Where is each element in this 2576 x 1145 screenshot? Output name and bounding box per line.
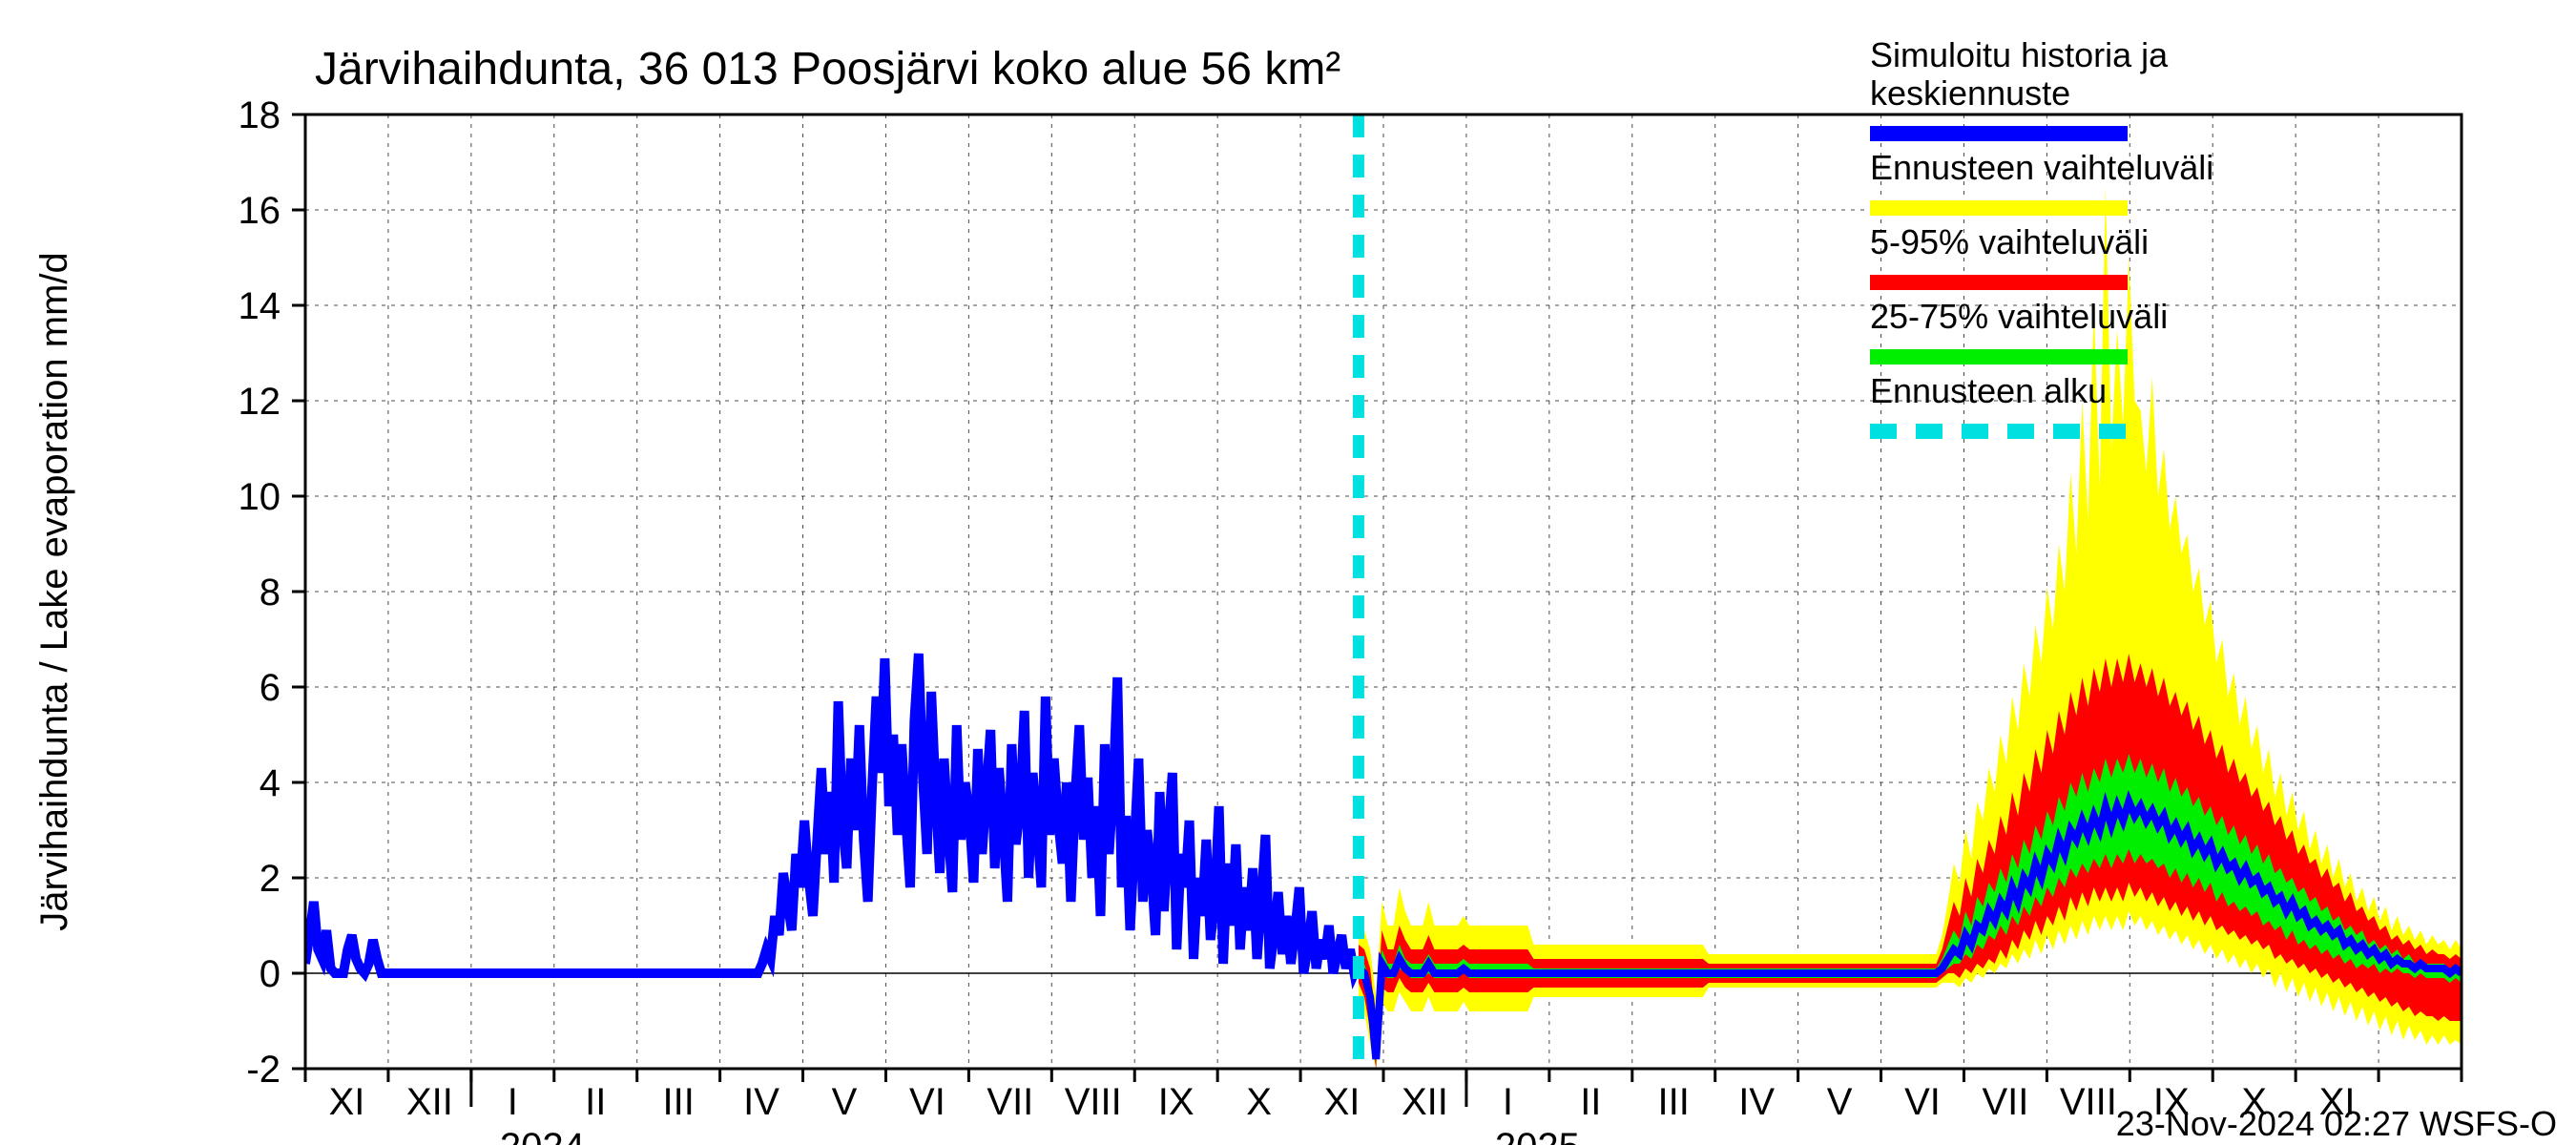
svg-text:6: 6 [260, 667, 280, 709]
svg-text:Simuloitu historia ja: Simuloitu historia ja [1870, 35, 2169, 74]
svg-text:I: I [1503, 1081, 1513, 1123]
svg-text:II: II [1580, 1081, 1601, 1123]
svg-text:V: V [1827, 1081, 1853, 1123]
svg-text:III: III [662, 1081, 694, 1123]
svg-text:XII: XII [1402, 1081, 1448, 1123]
svg-text:keskiennuste: keskiennuste [1870, 73, 2070, 113]
svg-text:VII: VII [987, 1081, 1033, 1123]
svg-text:18: 18 [239, 94, 281, 136]
svg-text:XII: XII [406, 1081, 453, 1123]
svg-text:VIII: VIII [1065, 1081, 1122, 1123]
chart-title: Järvihaihdunta, 36 013 Poosjärvi koko al… [315, 44, 1340, 94]
svg-text:5-95% vaihteluväli: 5-95% vaihteluväli [1870, 222, 2149, 261]
svg-text:2025: 2025 [1495, 1126, 1580, 1145]
y-axis-label: Järvihaihdunta / Lake evaporation mm/d [33, 252, 75, 931]
svg-text:2: 2 [260, 858, 280, 900]
svg-text:III: III [1658, 1081, 1690, 1123]
svg-text:2024: 2024 [500, 1126, 585, 1145]
svg-text:4: 4 [260, 762, 280, 804]
svg-text:I: I [508, 1081, 518, 1123]
svg-text:IV: IV [1738, 1081, 1775, 1123]
footer-text: 23-Nov-2024 02:27 WSFS-O [2116, 1104, 2557, 1143]
svg-text:-2: -2 [246, 1049, 280, 1091]
svg-text:0: 0 [260, 953, 280, 995]
chart-svg: -2024681012141618XIXIIIIIIIIIVVVIVIIVIII… [0, 0, 2576, 1145]
svg-text:XI: XI [329, 1081, 365, 1123]
svg-text:VIII: VIII [2060, 1081, 2117, 1123]
svg-text:X: X [1246, 1081, 1272, 1123]
svg-text:25-75% vaihteluväli: 25-75% vaihteluväli [1870, 297, 2168, 336]
svg-text:II: II [585, 1081, 606, 1123]
svg-text:8: 8 [260, 572, 280, 614]
svg-text:XI: XI [1324, 1081, 1361, 1123]
svg-text:16: 16 [239, 190, 281, 232]
svg-text:12: 12 [239, 381, 281, 423]
svg-text:Ennusteen alku: Ennusteen alku [1870, 371, 2107, 410]
svg-text:VI: VI [1904, 1081, 1941, 1123]
svg-text:VII: VII [1982, 1081, 2028, 1123]
svg-text:Ennusteen vaihteluväli: Ennusteen vaihteluväli [1870, 148, 2213, 187]
svg-text:IV: IV [743, 1081, 779, 1123]
svg-text:VI: VI [909, 1081, 945, 1123]
chart-container: -2024681012141618XIXIIIIIIIIIVVVIVIIVIII… [0, 0, 2576, 1145]
svg-text:14: 14 [239, 285, 281, 327]
svg-text:10: 10 [239, 476, 281, 518]
svg-text:IX: IX [1158, 1081, 1195, 1123]
svg-text:V: V [832, 1081, 858, 1123]
